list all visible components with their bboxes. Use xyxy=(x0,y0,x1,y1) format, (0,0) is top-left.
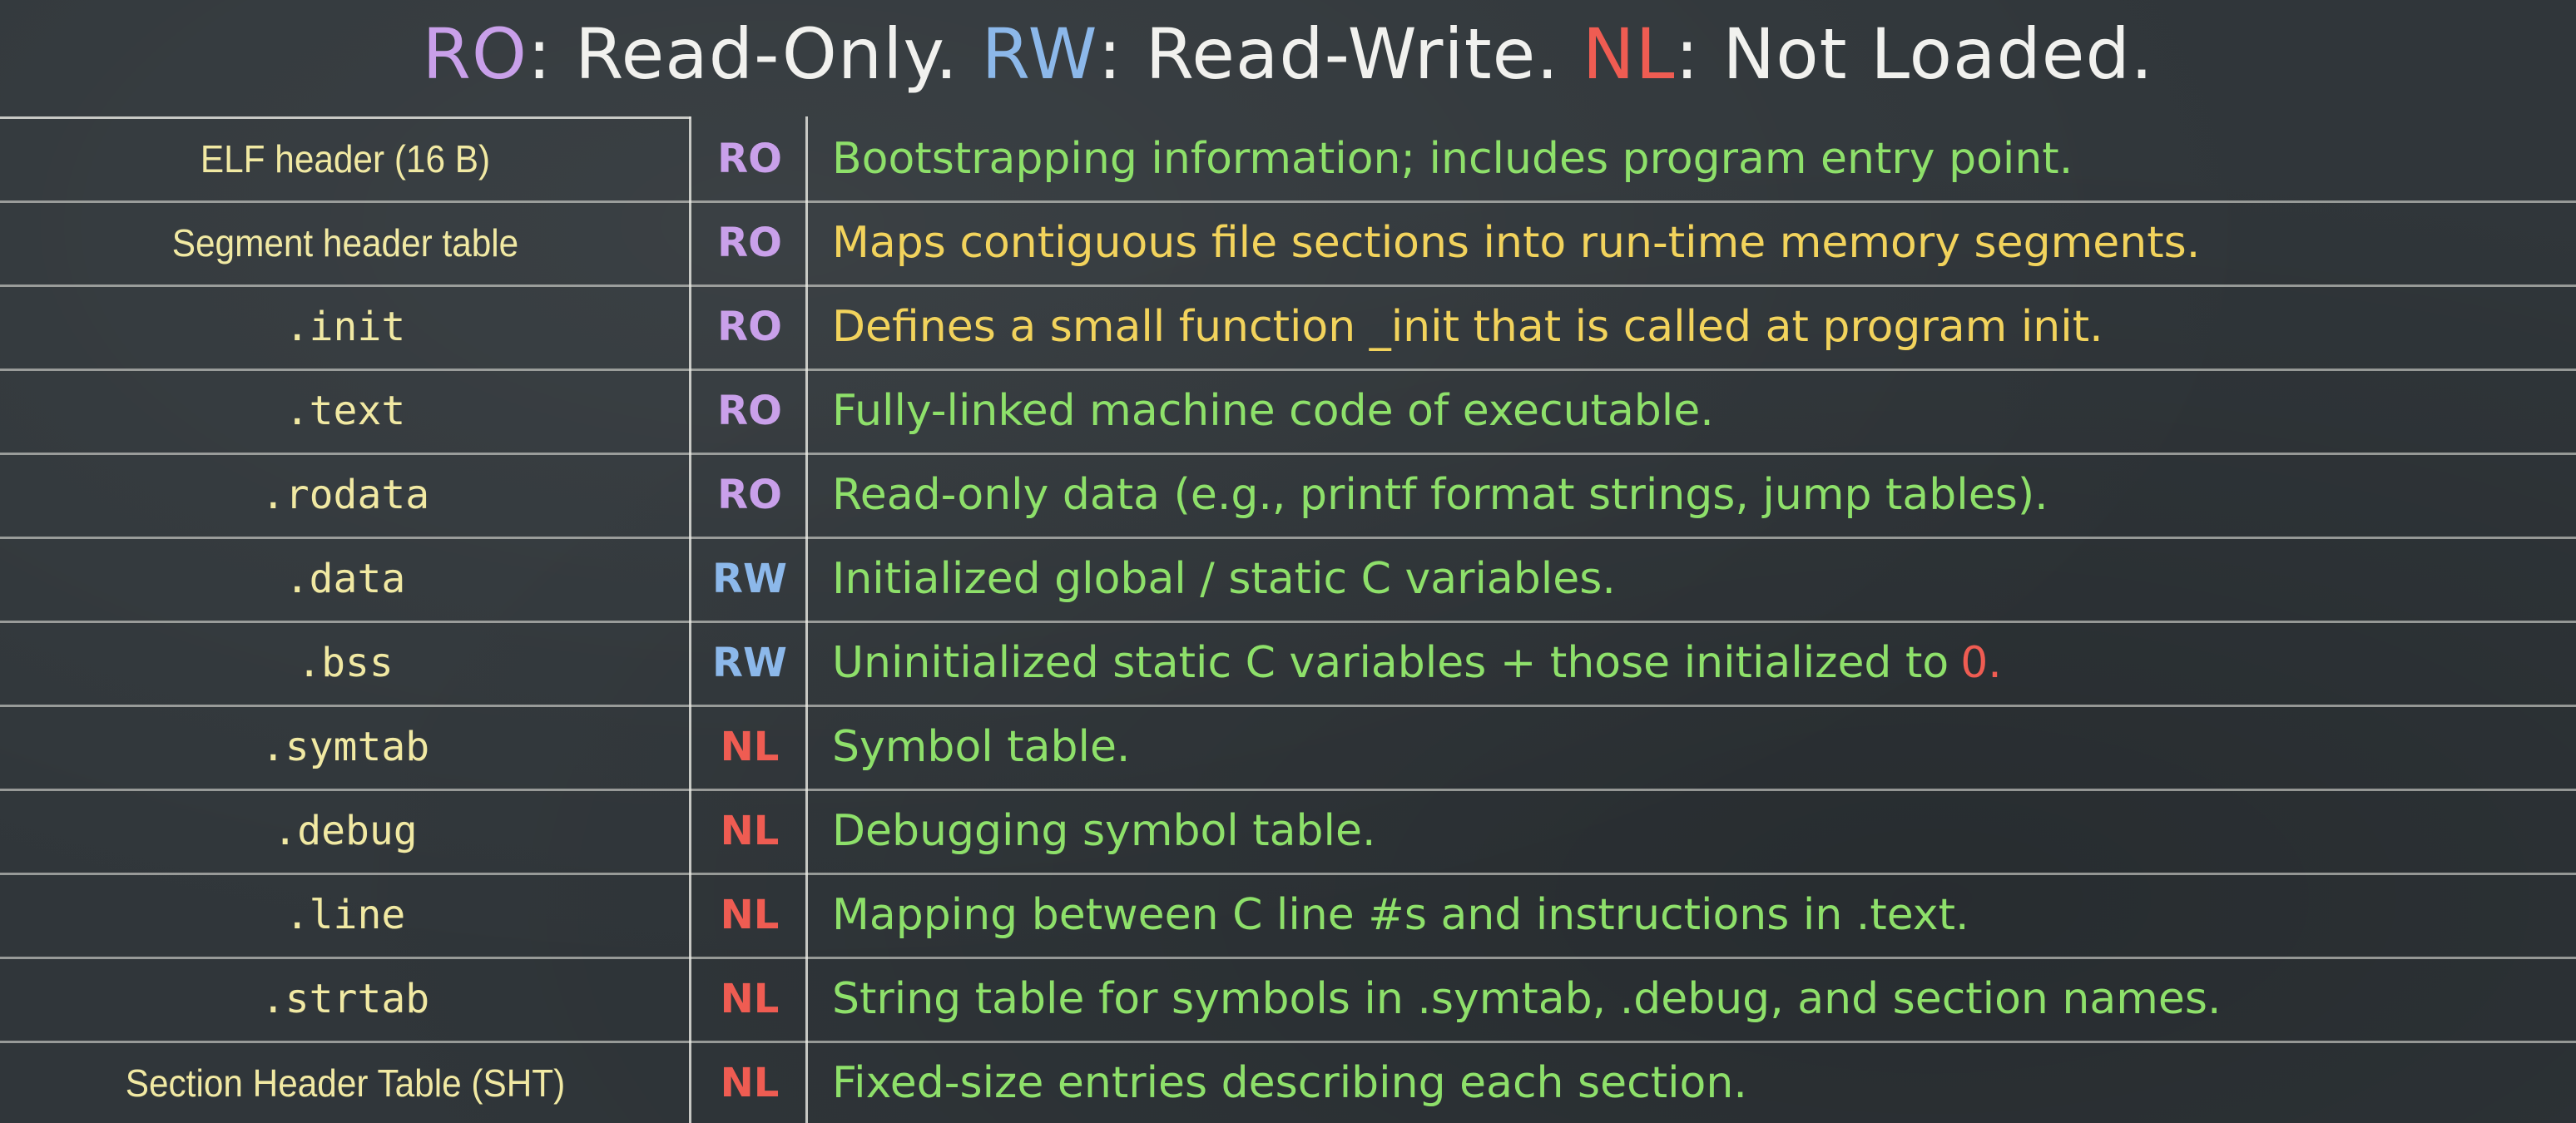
row-divider xyxy=(0,116,691,119)
table-row: ELF header (16 B) RO Bootstrapping infor… xyxy=(0,116,2576,200)
table-row: .symtab NL Symbol table. xyxy=(0,705,2576,789)
permission-badge: NL xyxy=(720,807,780,854)
row-divider xyxy=(0,621,2576,623)
section-description: Fully-linked machine code of executable. xyxy=(832,385,1714,436)
column-divider-section xyxy=(689,116,691,1123)
permission-badge: NL xyxy=(720,723,780,770)
table-row: .rodata RO Read-only data (e.g., printf … xyxy=(0,453,2576,537)
table-row: Section Header Table (SHT) NL Fixed-size… xyxy=(0,1041,2576,1123)
table-row: .debug NL Debugging symbol table. xyxy=(0,789,2576,873)
table-row: .text RO Fully-linked machine code of ex… xyxy=(0,369,2576,453)
section-description: Debugging symbol table. xyxy=(832,805,1376,856)
row-divider xyxy=(0,369,2576,371)
table-row: .line NL Mapping between C line #s and i… xyxy=(0,873,2576,957)
description-text: Uninitialized static C variables + those… xyxy=(832,637,1949,688)
section-name: .init xyxy=(285,303,406,350)
section-name: .data xyxy=(285,555,406,602)
section-description: Read-only data (e.g., printf format stri… xyxy=(832,469,2048,520)
table-row: .init RO Defines a small function _init … xyxy=(0,284,2576,369)
section-name: .debug xyxy=(273,807,418,854)
section-description: Fixed-size entries describing each secti… xyxy=(832,1057,1747,1108)
section-description: Maps contiguous file sections into run-t… xyxy=(832,217,2201,268)
section-name: .text xyxy=(285,387,406,434)
row-divider xyxy=(0,453,2576,455)
row-divider xyxy=(0,1041,2576,1043)
section-name: .line xyxy=(285,891,406,938)
section-name: .rodata xyxy=(260,471,430,518)
section-description: Mapping between C line #s and instructio… xyxy=(832,889,1969,940)
permission-badge: RO xyxy=(717,303,782,350)
slide-title: RO: Read-Only. RW: Read-Write. NL: Not L… xyxy=(0,0,2576,108)
section-description: Initialized global / static C variables. xyxy=(832,553,1616,604)
permission-badge: NL xyxy=(720,1059,780,1106)
section-description: Bootstrapping information; includes prog… xyxy=(832,133,2073,184)
permission-badge: RO xyxy=(717,135,782,182)
row-divider xyxy=(0,284,2576,287)
section-name: .symtab xyxy=(260,723,430,770)
table-row: .bss RW Uninitialized static C variables… xyxy=(0,621,2576,705)
permission-badge: RO xyxy=(717,471,782,518)
description-zero-value: 0. xyxy=(1960,637,2002,688)
permission-badge: RO xyxy=(717,219,782,266)
column-divider-perm xyxy=(805,116,808,1123)
section-name: Section Header Table (SHT) xyxy=(125,1061,566,1105)
title-nl-abbr: NL xyxy=(1582,13,1676,95)
table-row: .data RW Initialized global / static C v… xyxy=(0,537,2576,621)
row-divider xyxy=(0,705,2576,707)
title-ro-abbr: RO xyxy=(422,13,528,95)
title-rw-abbr: RW xyxy=(981,13,1098,95)
section-description: Defines a small function _init that is c… xyxy=(832,301,2103,352)
permission-badge: NL xyxy=(720,975,780,1022)
title-nl-text: : Not Loaded. xyxy=(1675,13,2154,95)
permission-badge: NL xyxy=(720,891,780,938)
section-name: .strtab xyxy=(260,975,430,1022)
row-divider xyxy=(0,200,2576,203)
permission-badge: RO xyxy=(717,387,782,434)
row-divider xyxy=(0,957,2576,959)
permission-badge: RW xyxy=(712,639,787,686)
elf-sections-table: ELF header (16 B) RO Bootstrapping infor… xyxy=(0,116,2576,1123)
row-divider xyxy=(0,873,2576,875)
section-name: Segment header table xyxy=(171,220,519,265)
section-description: String table for symbols in .symtab, .de… xyxy=(832,973,2222,1024)
table-row: .strtab NL String table for symbols in .… xyxy=(0,957,2576,1041)
section-description: Uninitialized static C variables + those… xyxy=(832,621,2563,705)
title-rw-text: : Read-Write. xyxy=(1097,13,1560,95)
section-name: ELF header (16 B) xyxy=(200,136,491,181)
table-row: Segment header table RO Maps contiguous … xyxy=(0,200,2576,284)
row-divider xyxy=(0,537,2576,539)
row-divider xyxy=(0,789,2576,791)
section-name: .bss xyxy=(297,639,394,686)
permission-badge: RW xyxy=(712,555,787,602)
title-ro-text: : Read-Only. xyxy=(528,13,959,95)
section-description: Symbol table. xyxy=(832,721,1131,772)
